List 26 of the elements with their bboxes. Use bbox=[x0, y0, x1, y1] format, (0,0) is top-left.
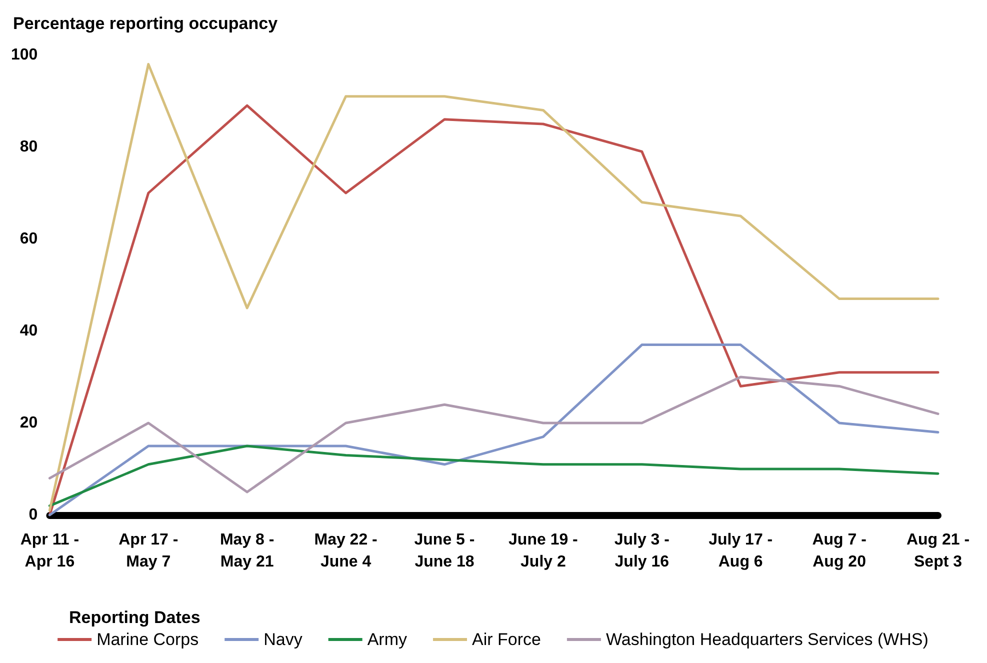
x-tick-label: June 5 - June 18 bbox=[414, 532, 475, 570]
line-series bbox=[48, 376, 940, 494]
y-axis-title: Percentage reporting occupancy bbox=[13, 14, 278, 33]
x-tick-label: May 8 - May 21 bbox=[220, 532, 274, 570]
x-tick-label: May 22 - June 4 bbox=[314, 532, 378, 570]
y-tick-label: 100 bbox=[10, 46, 38, 64]
x-tick-label: Apr 17 - May 7 bbox=[118, 532, 178, 570]
y-tick-label: 20 bbox=[20, 414, 38, 432]
x-axis-title: Reporting Dates bbox=[69, 608, 200, 627]
legend-label: Washington Headquarters Services (WHS) bbox=[606, 630, 928, 649]
x-tick-label: July 17 - Aug 6 bbox=[708, 532, 773, 570]
legend-label: Air Force bbox=[472, 630, 541, 649]
x-tick-label: Apr 11 - Apr 16 bbox=[20, 532, 80, 570]
y-tick-label: 60 bbox=[20, 230, 38, 248]
legend-label: Army bbox=[367, 630, 408, 649]
x-tick-label: June 19 - July 2 bbox=[508, 532, 578, 570]
y-tick-label: 40 bbox=[20, 322, 38, 340]
x-tick-label: Aug 7 - Aug 20 bbox=[812, 532, 866, 570]
y-tick-label: 80 bbox=[20, 138, 38, 156]
y-tick-label: 0 bbox=[28, 506, 38, 524]
x-tick-label: July 3 - July 16 bbox=[614, 532, 670, 570]
legend-label: Navy bbox=[264, 630, 303, 649]
legend-label: Marine Corps bbox=[96, 630, 199, 649]
x-tick-label: Aug 21 - Sept 3 bbox=[906, 532, 970, 570]
line-series bbox=[48, 344, 940, 516]
line-series bbox=[48, 444, 940, 508]
